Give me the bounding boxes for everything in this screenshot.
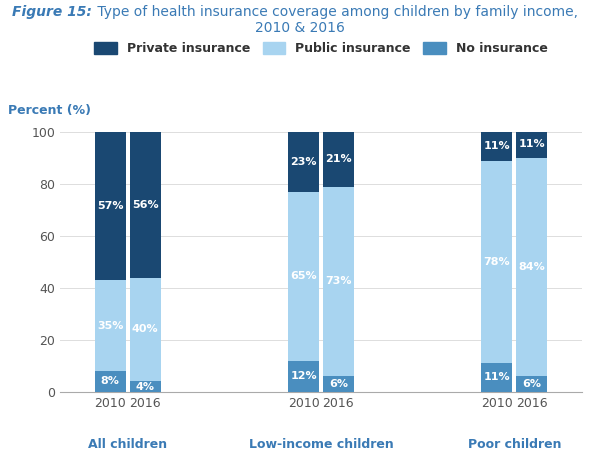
Text: Type of health insurance coverage among children by family income,: Type of health insurance coverage among … [93, 5, 578, 19]
Bar [288, 361, 319, 392]
Bar [130, 381, 161, 392]
Text: Poor children: Poor children [467, 438, 561, 452]
Text: 56%: 56% [132, 200, 158, 210]
Text: 40%: 40% [132, 324, 158, 335]
Text: 11%: 11% [484, 372, 510, 382]
Text: 35%: 35% [97, 320, 124, 330]
Text: 12%: 12% [290, 371, 317, 381]
Text: Percent (%): Percent (%) [8, 103, 91, 117]
Text: 2010 & 2016: 2010 & 2016 [255, 21, 345, 35]
Bar [323, 376, 354, 392]
Text: 23%: 23% [290, 157, 317, 167]
Bar [516, 130, 547, 158]
Legend: Private insurance, Public insurance, No insurance: Private insurance, Public insurance, No … [92, 40, 550, 58]
Text: 11%: 11% [518, 139, 545, 149]
Text: 8%: 8% [101, 376, 120, 387]
Text: 84%: 84% [518, 262, 545, 272]
Text: Low-income children: Low-income children [248, 438, 394, 452]
Bar [288, 132, 319, 192]
Bar [323, 186, 354, 376]
Bar [323, 132, 354, 186]
Text: Figure 15:: Figure 15: [12, 5, 92, 19]
Bar [95, 132, 126, 280]
Bar [516, 158, 547, 376]
Text: 73%: 73% [325, 277, 352, 287]
Bar [516, 376, 547, 392]
Bar [95, 280, 126, 371]
Bar [288, 192, 319, 361]
Bar [481, 160, 512, 363]
Bar [481, 132, 512, 160]
Bar [130, 278, 161, 381]
Text: 57%: 57% [97, 201, 124, 211]
Text: 4%: 4% [136, 381, 155, 392]
Bar [481, 363, 512, 392]
Bar [130, 132, 161, 278]
Text: 11%: 11% [484, 142, 510, 152]
Text: 21%: 21% [325, 154, 352, 164]
Text: 78%: 78% [484, 257, 510, 267]
Text: 6%: 6% [522, 379, 541, 389]
Text: 65%: 65% [290, 271, 317, 281]
Text: 6%: 6% [329, 379, 348, 389]
Bar [95, 371, 126, 392]
Text: All children: All children [88, 438, 167, 452]
